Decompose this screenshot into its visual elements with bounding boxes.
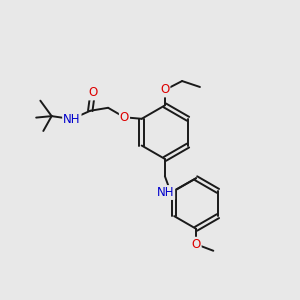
Text: NH: NH xyxy=(63,112,81,126)
Text: O: O xyxy=(160,83,170,97)
Text: NH: NH xyxy=(157,186,174,199)
Text: O: O xyxy=(88,86,97,99)
Text: O: O xyxy=(191,238,201,251)
Text: O: O xyxy=(120,111,129,124)
